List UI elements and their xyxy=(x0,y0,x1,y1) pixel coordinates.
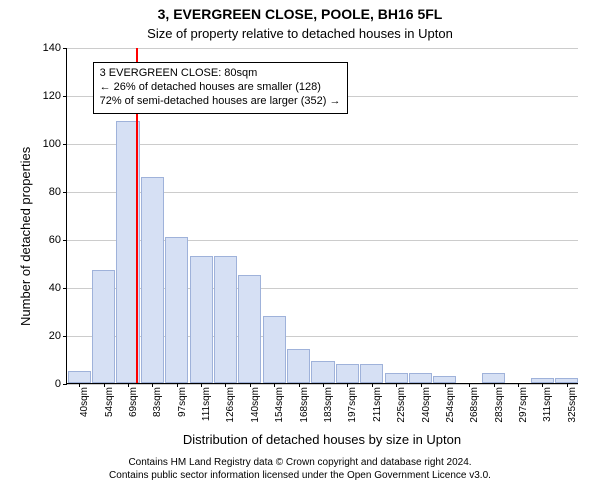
x-tick-label: 83sqm xyxy=(152,387,163,417)
attribution-footer: Contains HM Land Registry data © Crown c… xyxy=(0,456,600,482)
x-tick-label: 126sqm xyxy=(225,387,236,423)
histogram-bar xyxy=(311,361,334,383)
histogram-bar xyxy=(190,256,213,383)
y-tick-label: 100 xyxy=(43,138,61,150)
histogram-bar xyxy=(92,270,115,383)
x-tick-label: 97sqm xyxy=(177,387,188,417)
x-tick-label: 325sqm xyxy=(567,387,578,423)
y-tick-label: 40 xyxy=(49,282,61,294)
x-tick-label: 283sqm xyxy=(494,387,505,423)
x-tick-label: 297sqm xyxy=(518,387,529,423)
histogram-bar xyxy=(360,364,383,383)
footer-line-1: Contains HM Land Registry data © Crown c… xyxy=(0,456,600,469)
gridline xyxy=(67,48,578,49)
y-tick-mark xyxy=(63,192,67,193)
histogram-bar xyxy=(141,177,164,383)
y-tick-label: 120 xyxy=(43,90,61,102)
x-tick-label: 154sqm xyxy=(274,387,285,423)
x-tick-label: 40sqm xyxy=(79,387,90,417)
histogram-bar xyxy=(287,349,310,383)
annotation-line: 3 EVERGREEN CLOSE: 80sqm xyxy=(100,67,341,81)
y-tick-label: 80 xyxy=(49,186,61,198)
y-tick-mark xyxy=(63,144,67,145)
y-tick-label: 20 xyxy=(49,330,61,342)
x-tick-label: 183sqm xyxy=(323,387,334,423)
histogram-bar xyxy=(409,373,432,383)
y-axis-label: Number of detached properties xyxy=(18,147,33,326)
histogram-bar xyxy=(336,364,359,383)
x-tick-label: 311sqm xyxy=(542,387,553,422)
histogram-bar xyxy=(263,316,286,383)
y-tick-mark xyxy=(63,384,67,385)
x-tick-label: 54sqm xyxy=(104,387,115,417)
y-tick-mark xyxy=(63,240,67,241)
y-tick-label: 60 xyxy=(49,234,61,246)
y-tick-mark xyxy=(63,336,67,337)
plot-area: 02040608010012014040sqm54sqm69sqm83sqm97… xyxy=(66,48,578,384)
x-tick-label: 197sqm xyxy=(347,387,358,423)
y-tick-mark xyxy=(63,288,67,289)
annotation-line: ← 26% of detached houses are smaller (12… xyxy=(100,81,341,95)
footer-line-2: Contains public sector information licen… xyxy=(0,469,600,482)
histogram-bar xyxy=(165,237,188,383)
histogram-bar xyxy=(385,373,408,383)
x-tick-label: 225sqm xyxy=(396,387,407,423)
histogram-bar xyxy=(433,376,456,383)
annotation-box: 3 EVERGREEN CLOSE: 80sqm← 26% of detache… xyxy=(93,62,348,113)
x-axis-label: Distribution of detached houses by size … xyxy=(66,432,578,447)
y-tick-label: 140 xyxy=(43,42,61,54)
histogram-bar xyxy=(238,275,261,383)
gridline xyxy=(67,144,578,145)
x-tick-label: 240sqm xyxy=(421,387,432,423)
x-tick-label: 111sqm xyxy=(201,387,212,421)
x-tick-label: 69sqm xyxy=(128,387,139,417)
chart-subtitle: Size of property relative to detached ho… xyxy=(0,26,600,41)
histogram-bar xyxy=(214,256,237,383)
figure-container: 3, EVERGREEN CLOSE, POOLE, BH16 5FL Size… xyxy=(0,0,600,500)
x-tick-label: 268sqm xyxy=(469,387,480,423)
y-tick-label: 0 xyxy=(55,378,61,390)
x-tick-label: 168sqm xyxy=(299,387,310,423)
y-tick-mark xyxy=(63,48,67,49)
histogram-bar xyxy=(482,373,505,383)
x-tick-label: 211sqm xyxy=(372,387,383,422)
histogram-bar xyxy=(68,371,91,383)
annotation-line: 72% of semi-detached houses are larger (… xyxy=(100,95,341,109)
y-tick-mark xyxy=(63,96,67,97)
x-tick-label: 254sqm xyxy=(445,387,456,423)
chart-title: 3, EVERGREEN CLOSE, POOLE, BH16 5FL xyxy=(0,6,600,22)
x-tick-label: 140sqm xyxy=(250,387,261,423)
